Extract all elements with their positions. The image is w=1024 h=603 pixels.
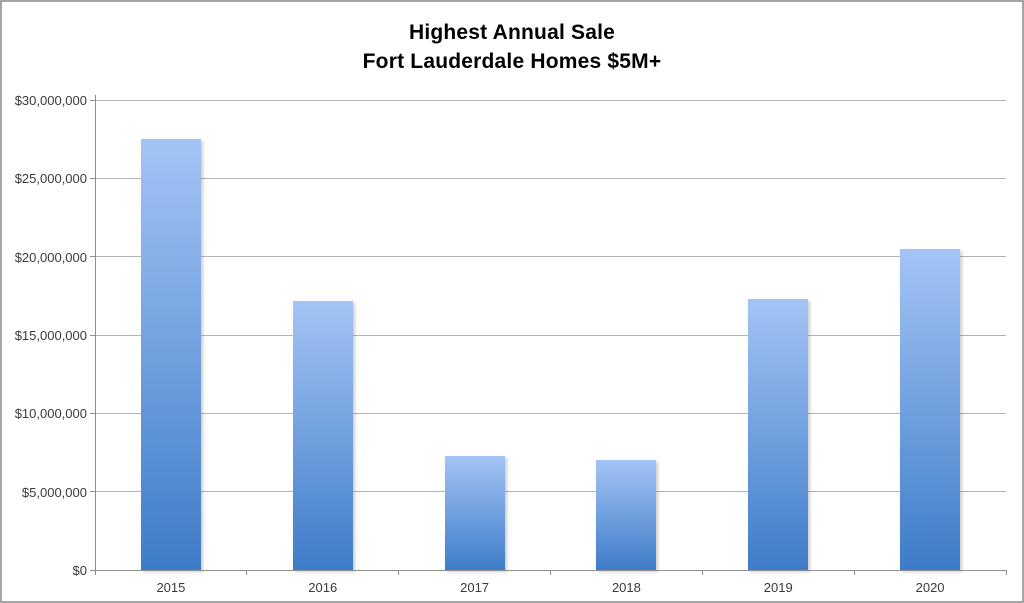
gridline — [95, 99, 1006, 101]
bar-2016 — [292, 300, 353, 570]
y-axis-tick-label: $25,000,000 — [14, 171, 87, 187]
x-axis-tick — [701, 570, 703, 575]
y-axis-tick-label: $20,000,000 — [14, 249, 87, 265]
chart-title: Highest Annual Sale Fort Lauderdale Home… — [2, 18, 1022, 76]
x-axis-tick — [550, 570, 551, 575]
x-category-label: 2018 — [611, 580, 641, 595]
y-axis-tick-label: $30,000,000 — [14, 93, 87, 108]
y-axis-tick — [90, 569, 95, 571]
bar-2019 — [748, 298, 809, 570]
bar-2018 — [596, 460, 657, 570]
y-axis-tick — [90, 99, 95, 101]
y-axis-tick-label: $15,000,000 — [14, 328, 87, 343]
x-category-label: 2017 — [460, 580, 490, 595]
x-axis-tick — [94, 570, 96, 575]
x-axis-tick — [853, 570, 855, 575]
y-axis-tick — [90, 256, 95, 258]
bar-2017 — [444, 455, 505, 570]
x-axis-tick — [1005, 570, 1007, 575]
y-axis-line — [95, 95, 96, 570]
gridline — [95, 256, 1006, 258]
x-category-label: 2019 — [763, 580, 793, 595]
y-axis-tick — [90, 177, 95, 179]
chart-title-line1: Highest Annual Sale — [408, 21, 616, 44]
y-axis-tick — [90, 491, 95, 493]
x-category-label: 2015 — [156, 580, 186, 595]
gridline — [95, 491, 1006, 493]
x-category-label: 2016 — [308, 580, 338, 595]
y-axis-tick — [90, 334, 95, 336]
chart-title-line2: Fort Lauderdale Homes $5M+ — [362, 50, 662, 73]
y-axis-tick — [90, 412, 95, 414]
bar-2020 — [900, 248, 961, 570]
x-axis-tick — [246, 570, 248, 575]
gridline — [95, 412, 1006, 414]
bar-2015 — [140, 139, 201, 570]
x-axis-tick — [398, 570, 400, 575]
gridline — [95, 334, 1006, 336]
gridline — [95, 177, 1006, 179]
y-axis-tick-label: $10,000,000 — [14, 406, 87, 422]
y-axis-tick-label: $0 — [72, 563, 87, 578]
x-category-label: 2020 — [915, 580, 945, 595]
y-axis-tick-label: $5,000,000 — [21, 484, 87, 500]
